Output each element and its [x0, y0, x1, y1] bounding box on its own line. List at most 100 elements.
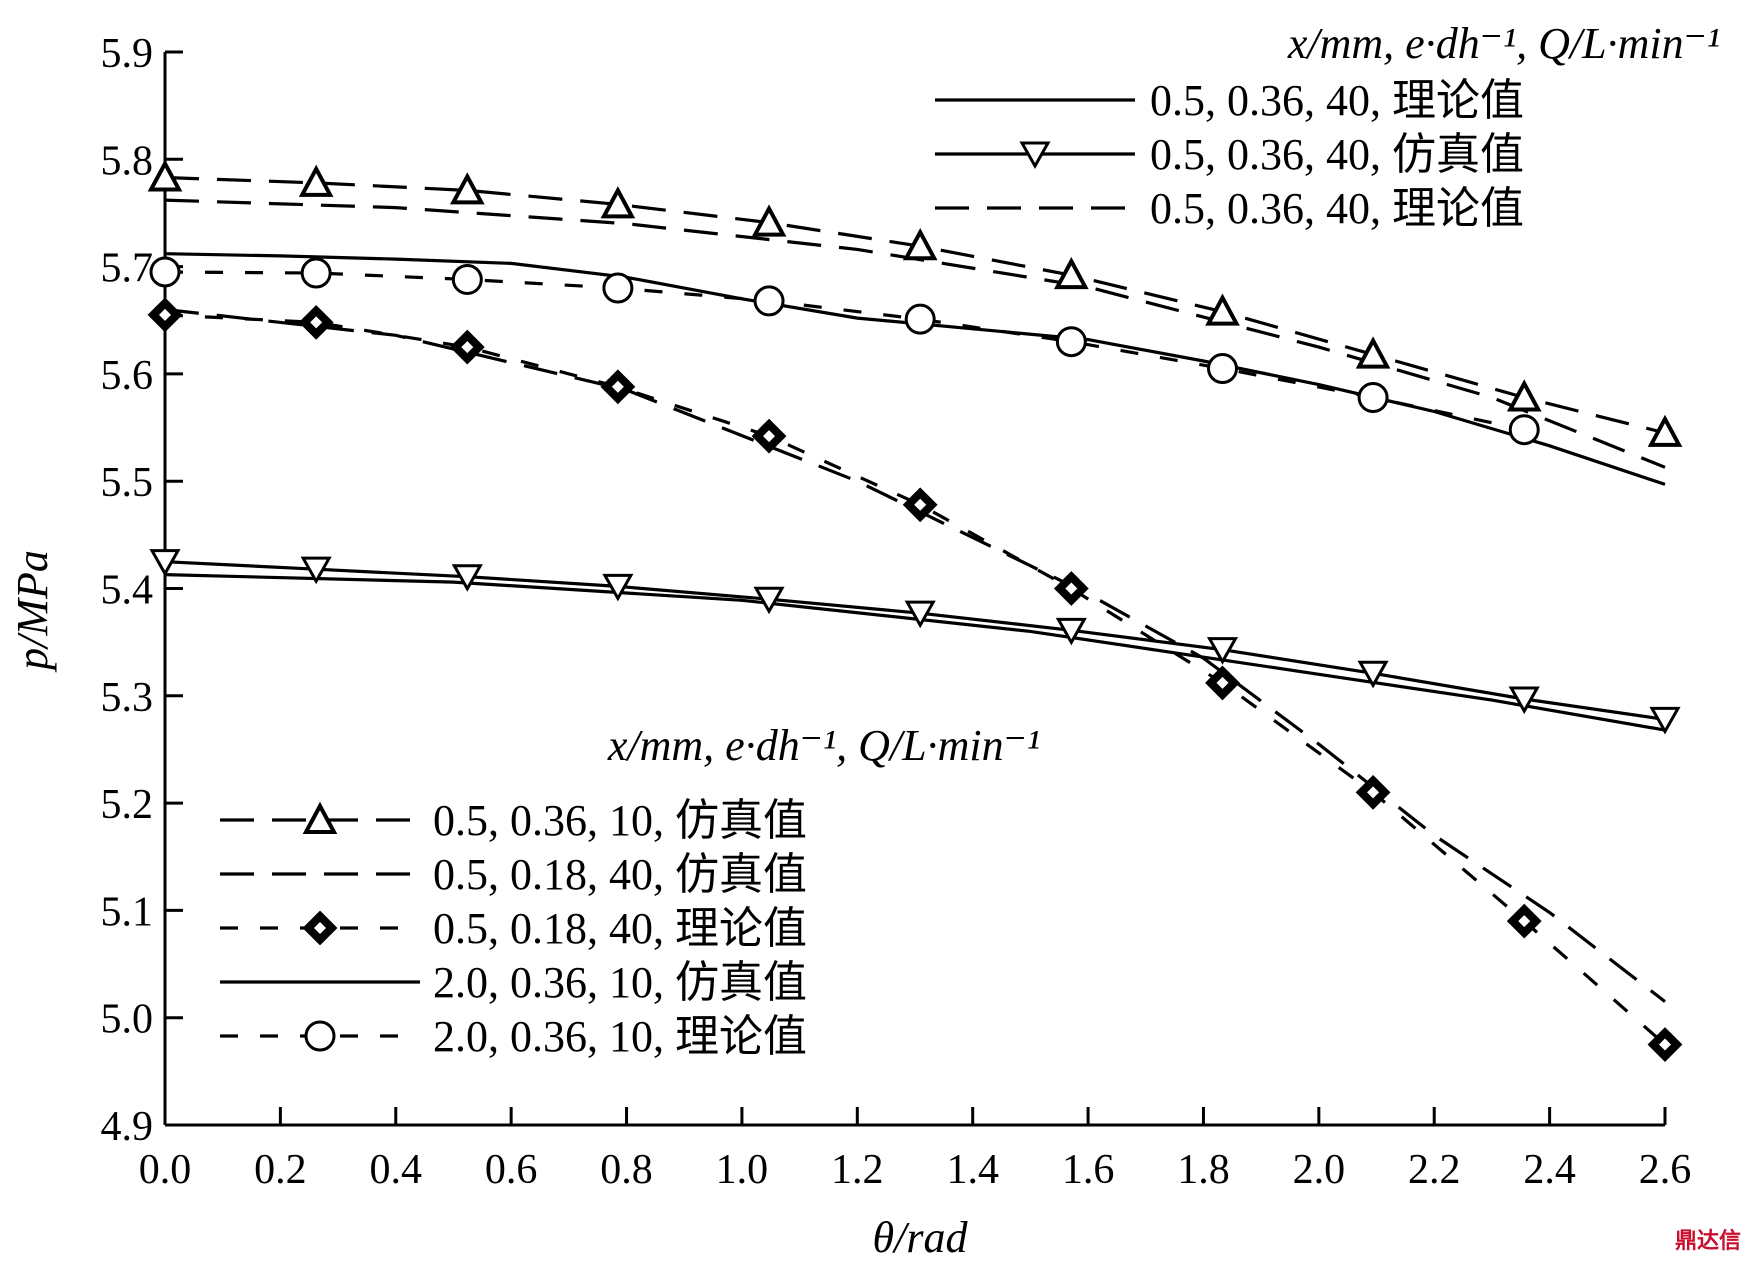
data-point: [753, 586, 785, 615]
data-point: [1506, 379, 1542, 412]
y-tick-label: 4.9: [101, 1104, 154, 1150]
data-point-inner: [1659, 1038, 1671, 1051]
y-tick-label: 5.9: [101, 31, 154, 77]
legend-header: x/mm, e·dh⁻¹, Q/L·min⁻¹: [1287, 19, 1720, 68]
data-point: [298, 164, 334, 197]
data-point: [449, 172, 485, 205]
y-tick-label: 5.2: [101, 782, 154, 828]
x-tick-label: 1.2: [831, 1147, 884, 1193]
data-point: [1206, 637, 1239, 665]
series-line: [164, 252, 1666, 486]
series-line: [164, 270, 1525, 432]
legend-entry: 0.5, 0.36, 40, 仿真值: [935, 130, 1524, 179]
x-tick-label: 0.6: [485, 1147, 538, 1193]
data-point-inner: [1216, 676, 1229, 689]
legend-marker: [304, 1020, 336, 1052]
data-point-inner: [914, 498, 927, 511]
data-point: [451, 263, 483, 295]
data-point-inner: [1367, 786, 1380, 799]
y-tick-label: 5.5: [101, 460, 154, 506]
legend-top-right: x/mm, e·dh⁻¹, Q/L·min⁻¹ 0.5, 0.36, 40, 理论…: [935, 19, 1720, 233]
series-3: [147, 159, 1683, 447]
x-tick-label: 0.2: [254, 1147, 307, 1193]
x-tick-label: 1.0: [716, 1147, 769, 1193]
data-point: [753, 285, 785, 317]
legend-entry: 0.5, 0.18, 40, 仿真值: [220, 850, 807, 899]
legend-entry: 0.5, 0.36, 10, 仿真值: [220, 796, 807, 845]
series-line: [164, 573, 1666, 732]
data-point: [904, 600, 936, 629]
legend-layer: x/mm, e·dh⁻¹, Q/L·min⁻¹ 0.5, 0.36, 40, 理论…: [220, 19, 1720, 1061]
legend-label: 2.0, 0.36, 10, 理论值: [433, 1012, 807, 1061]
data-point: [1357, 660, 1389, 689]
legend-entry: 0.5, 0.18, 40, 理论值: [220, 904, 807, 953]
data-point: [149, 549, 181, 577]
series-6: [164, 252, 1666, 486]
series-line: [164, 313, 1667, 1046]
y-tick-label: 5.6: [101, 353, 154, 399]
y-tick-label: 5.4: [101, 568, 154, 614]
legend-bottom-left: x/mm, e·dh⁻¹, Q/L·min⁻¹ 0.5, 0.36, 10, 仿真…: [220, 721, 1040, 1061]
data-point: [300, 257, 332, 289]
x-tick-label: 1.8: [1177, 1147, 1230, 1193]
x-tick-label: 0.4: [370, 1147, 423, 1193]
x-tick-label: 0.8: [600, 1147, 653, 1193]
legend-label: 0.5, 0.36, 40, 理论值: [1150, 76, 1524, 125]
y-tick-label: 5.0: [101, 997, 154, 1043]
data-point: [602, 573, 634, 602]
series-1: [149, 549, 1681, 735]
data-point: [1055, 617, 1087, 646]
x-tick-label: 1.6: [1062, 1147, 1115, 1193]
x-tick-label: 0.0: [139, 1147, 192, 1193]
data-point-inner: [763, 430, 776, 443]
legend-label: 0.5, 0.36, 10, 仿真值: [433, 796, 807, 845]
legend-label: 0.5, 0.18, 40, 理论值: [433, 904, 807, 953]
legend-header: x/mm, e·dh⁻¹, Q/L·min⁻¹: [607, 721, 1040, 770]
legend-marker-inner: [314, 922, 326, 934]
series-0: [164, 573, 1666, 732]
legend-entry: 0.5, 0.36, 40, 理论值: [935, 184, 1524, 233]
axes: 0.0 0.2 0.4 0.6 0.8 1.0 1.2 1.4 1.6 1.8 2.0 2.2 2.4 2…: [101, 31, 1692, 1193]
series-layer: [147, 159, 1683, 1062]
x-axis-label: θ/rad: [873, 1213, 969, 1261]
x-tick-label: 2.2: [1408, 1147, 1461, 1193]
legend-entry: 0.5, 0.36, 40, 理论值: [935, 76, 1524, 125]
data-point-inner: [1065, 582, 1078, 595]
data-point: [902, 227, 938, 261]
legend-marker: [1019, 141, 1051, 170]
data-point: [751, 204, 787, 237]
x-tick-label: 2.4: [1523, 1147, 1576, 1193]
x-tick-label: 1.4: [946, 1147, 999, 1193]
series-line: [164, 198, 1666, 469]
data-point-inner: [1518, 915, 1531, 928]
legend-label: 0.5, 0.18, 40, 仿真值: [433, 850, 807, 899]
data-point: [1053, 256, 1089, 290]
data-point: [1205, 293, 1240, 326]
data-point-inner: [461, 341, 474, 354]
series-5: [147, 297, 1683, 1062]
data-point-inner: [611, 380, 624, 393]
watermark-logo: 鼎达信: [1674, 1229, 1741, 1254]
data-point: [147, 159, 183, 192]
legend-marker: [302, 801, 338, 834]
data-point: [149, 256, 181, 288]
legend-entry: 2.0, 0.36, 10, 理论值: [220, 1012, 807, 1061]
y-tick-label: 5.1: [101, 889, 154, 935]
data-point: [904, 303, 936, 335]
legend-entry: 2.0, 0.36, 10, 仿真值: [220, 958, 807, 1007]
data-point: [1207, 353, 1238, 385]
series-7: [149, 256, 1540, 446]
legend-label: 0.5, 0.36, 40, 理论值: [1150, 184, 1524, 233]
data-point: [300, 556, 332, 585]
data-point-inner: [159, 308, 171, 321]
data-point: [1357, 382, 1389, 414]
legend-label: 2.0, 0.36, 10, 仿真值: [433, 958, 807, 1007]
x-tick-label: 2.6: [1639, 1147, 1692, 1193]
data-point: [1055, 326, 1087, 358]
data-point: [451, 564, 483, 592]
legend-label: 0.5, 0.36, 40, 仿真值: [1150, 130, 1524, 179]
x-tick-label: 2.0: [1293, 1147, 1346, 1193]
series-2: [164, 198, 1666, 469]
data-point: [1647, 414, 1683, 447]
